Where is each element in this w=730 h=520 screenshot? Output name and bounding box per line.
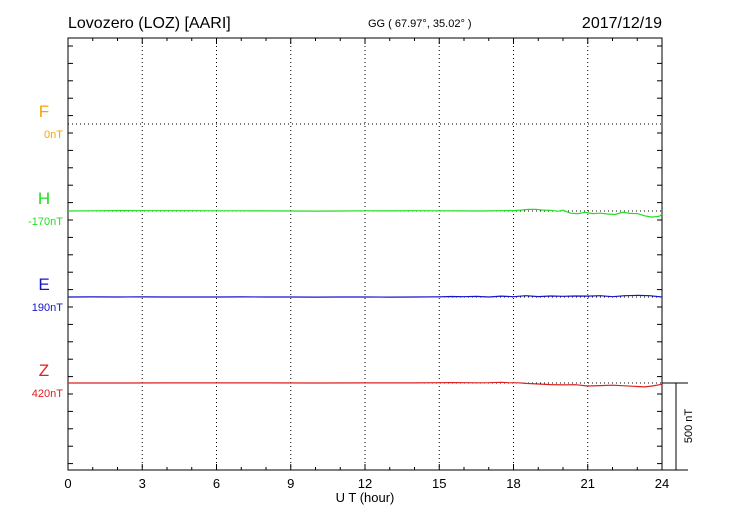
component-offset-Z: 420nT: [32, 388, 63, 400]
x-axis-label: U T (hour): [336, 490, 395, 505]
x-tick-label: 3: [139, 476, 146, 491]
trace-H: [67, 208, 663, 218]
x-tick-label: 12: [358, 476, 372, 491]
x-tick-label: 15: [432, 476, 446, 491]
component-name-E: E: [38, 275, 49, 294]
scale-bar-label: 500 nT: [683, 409, 695, 444]
trace-E: [67, 294, 663, 298]
grid-lines: [68, 38, 662, 470]
x-tick-labels: 0 3 6 9 12 15 18 21 24: [64, 476, 669, 491]
component-name-F: F: [39, 102, 49, 121]
station-title: Lovozero (LOZ) [AARI]: [68, 15, 231, 32]
component-name-H: H: [38, 189, 50, 208]
component-labels: F 0nT H -170nT E 190nT Z 420nT: [28, 102, 63, 400]
component-name-Z: Z: [39, 361, 49, 380]
axis-ticks: [67, 38, 663, 470]
x-tick-label: 24: [655, 476, 669, 491]
component-offset-E: 190nT: [32, 302, 63, 314]
scale-bar: [662, 382, 688, 471]
x-tick-label: 21: [581, 476, 595, 491]
geographic-coords: GG ( 67.97°, 35.02° ): [368, 18, 472, 30]
x-tick-label: 6: [213, 476, 220, 491]
trace-Z: [68, 381, 663, 388]
chart-date: 2017/12/19: [582, 15, 662, 32]
component-offset-H: -170nT: [28, 216, 63, 228]
component-traces: [67, 208, 663, 388]
x-tick-label: 0: [64, 476, 71, 491]
component-offset-F: 0nT: [44, 129, 63, 141]
x-tick-label: 18: [506, 476, 520, 491]
x-tick-label: 9: [287, 476, 294, 491]
